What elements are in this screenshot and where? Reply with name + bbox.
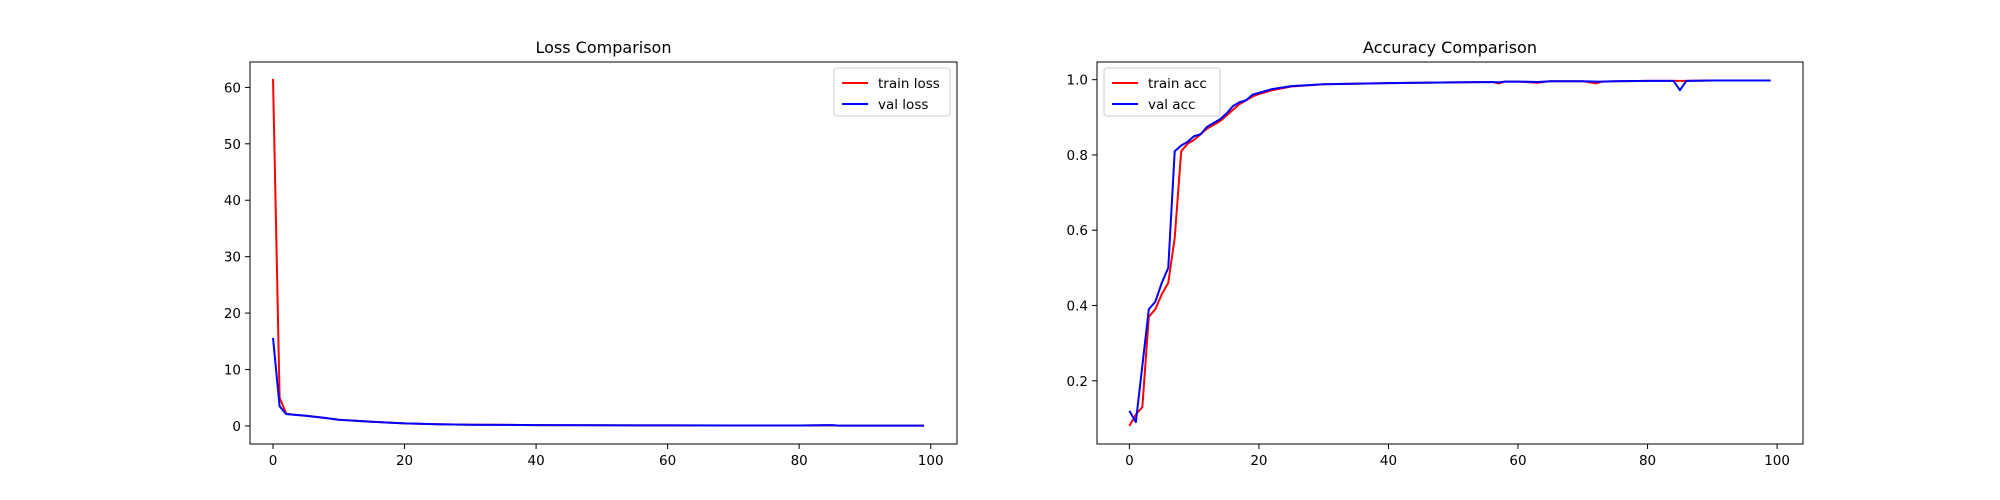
accuracy-x-tick-label: 100 bbox=[1764, 453, 1790, 469]
loss-y-tick-label: 20 bbox=[224, 306, 241, 322]
accuracy-axes-frame bbox=[1096, 61, 1804, 445]
loss-x-tick-label: 80 bbox=[791, 453, 808, 469]
loss-x-tick-label: 20 bbox=[396, 453, 413, 469]
accuracy-series-line-val-acc bbox=[1128, 79, 1771, 424]
loss-legend: train loss val loss bbox=[833, 67, 951, 117]
accuracy-chart: Accuracy Comparison 0 20 40 60 80 100 0.2 0.4 0.6… bbox=[1067, 38, 1804, 469]
accuracy-y-tick-label: 1.0 bbox=[1067, 73, 1088, 89]
loss-y-tick-label: 60 bbox=[224, 80, 241, 96]
loss-chart: Loss Comparison 0 20 40 60 80 100 0 10 20 30 40 50 60… bbox=[224, 38, 958, 469]
loss-series-line-val-loss bbox=[272, 337, 925, 427]
loss-x-tick-label: 100 bbox=[918, 453, 944, 469]
loss-y-tick-label: 10 bbox=[224, 363, 241, 379]
loss-chart-title: Loss Comparison bbox=[536, 38, 672, 57]
loss-legend-label-train-loss: train loss bbox=[878, 76, 940, 92]
accuracy-legend-label-train-acc: train acc bbox=[1148, 76, 1207, 92]
accuracy-y-tick-label: 0.4 bbox=[1067, 299, 1088, 315]
loss-x-tick-label: 60 bbox=[659, 453, 676, 469]
loss-y-tick-label: 50 bbox=[224, 137, 241, 153]
loss-x-tick-label: 40 bbox=[527, 453, 544, 469]
accuracy-x-tick-label: 20 bbox=[1250, 453, 1267, 469]
accuracy-x-tick-label: 40 bbox=[1380, 453, 1397, 469]
accuracy-y-tick-label: 0.8 bbox=[1067, 148, 1088, 164]
loss-y-tick-label: 30 bbox=[224, 250, 241, 266]
accuracy-x-tick-label: 0 bbox=[1125, 453, 1134, 469]
accuracy-legend: train acc val acc bbox=[1103, 67, 1221, 117]
accuracy-chart-title: Accuracy Comparison bbox=[1363, 38, 1537, 57]
accuracy-legend-label-val-acc: val acc bbox=[1148, 97, 1195, 113]
loss-y-tick-label: 40 bbox=[224, 193, 241, 209]
loss-x-tick-label: 0 bbox=[269, 453, 278, 469]
accuracy-series-group bbox=[1128, 79, 1771, 427]
accuracy-y-tick-label: 0.2 bbox=[1067, 374, 1088, 390]
loss-series-group bbox=[272, 78, 925, 427]
loss-axes-frame bbox=[249, 61, 958, 445]
accuracy-x-tick-label: 60 bbox=[1509, 453, 1526, 469]
accuracy-x-tick-label: 80 bbox=[1639, 453, 1656, 469]
loss-y-tick-label: 0 bbox=[232, 419, 241, 435]
loss-legend-label-val-loss: val loss bbox=[878, 97, 928, 113]
accuracy-y-tick-label: 0.6 bbox=[1067, 223, 1088, 239]
